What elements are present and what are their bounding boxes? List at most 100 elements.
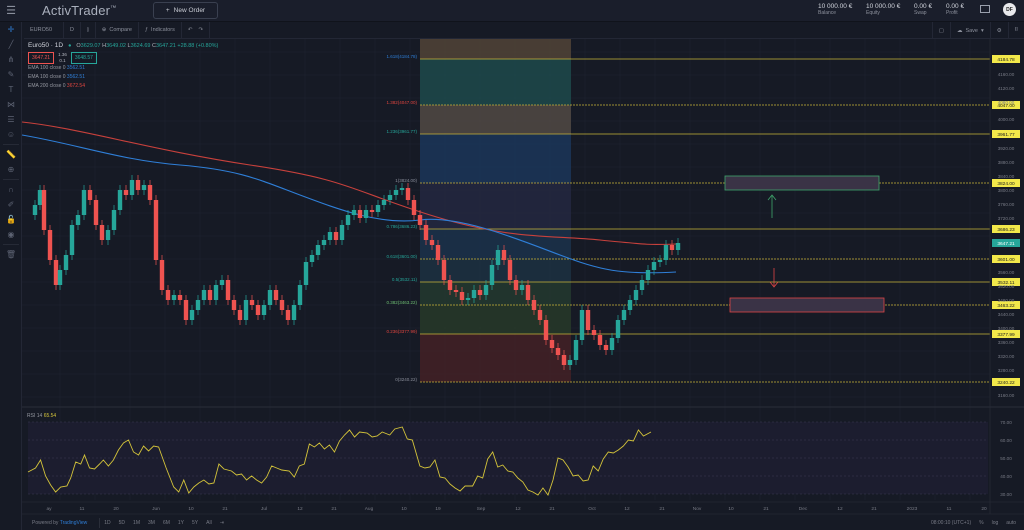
indicator-value: 3562.51: [66, 74, 85, 80]
svg-text:3880.00: 3880.00: [998, 160, 1015, 165]
indicator-value: 3672.54: [66, 83, 85, 89]
new-order-button[interactable]: + New Order: [153, 2, 218, 19]
sell-button[interactable]: 3647.21: [28, 52, 55, 64]
plus-circle-icon: ⊕: [101, 27, 107, 33]
svg-text:1(3824.00): 1(3824.00): [395, 178, 417, 183]
goto-date-icon[interactable]: ⇥: [219, 519, 224, 526]
rsi-name: RSI 14: [27, 413, 43, 419]
swap: 0.00 € Swap: [914, 3, 932, 16]
range-1d[interactable]: 1D: [104, 519, 111, 526]
save-button[interactable]: ☁ Save ▾: [949, 22, 990, 39]
logo-text: ActivTrader: [42, 3, 111, 18]
indicator-ema100-b[interactable]: EMA 100 close 0 3562.51: [28, 73, 218, 82]
svg-text:70.00: 70.00: [1000, 420, 1012, 425]
swap-value: 0.00 €: [914, 3, 933, 10]
svg-text:4120.00: 4120.00: [998, 86, 1015, 91]
chart-type-button[interactable]: ⫾: [81, 21, 96, 39]
open-label: O: [76, 42, 81, 49]
cloud-icon: ☁: [956, 27, 963, 34]
emoji-icon[interactable]: ☺: [6, 130, 16, 139]
profit[interactable]: 0.00 € Profit: [946, 3, 964, 16]
powered-by: Powered by TradingView: [32, 520, 87, 526]
range-5d[interactable]: 5D: [118, 519, 126, 526]
svg-text:3480.00: 3480.00: [998, 298, 1015, 303]
chart-legend: Euro50 · 1D ● O3629.07 H3649.02 L3624.69…: [28, 41, 218, 91]
percent-toggle[interactable]: %: [979, 519, 984, 526]
screenshot-button[interactable]: ⌷: [1007, 22, 1024, 39]
svg-text:3961.77: 3961.77: [997, 132, 1015, 138]
compare-button[interactable]: ⊕ Compare: [96, 21, 139, 39]
magnet-icon[interactable]: ∩: [8, 185, 14, 194]
svg-text:19: 19: [435, 506, 441, 512]
top-bar: ☰ ActivTrader™ + New Order 10 000.00 € B…: [0, 0, 1024, 22]
profit-label: Profit: [946, 10, 958, 16]
indicator-ema200[interactable]: EMA 200 close 0 3672.54: [28, 82, 218, 91]
hamburger-icon[interactable]: ☰: [6, 5, 16, 17]
symbol-search[interactable]: EURO50: [24, 21, 64, 39]
svg-text:3520.00: 3520.00: [998, 284, 1015, 289]
svg-text:3280.00: 3280.00: [998, 368, 1015, 373]
zoom-icon[interactable]: ⊕: [7, 165, 15, 174]
svg-text:3360.00: 3360.00: [998, 340, 1015, 345]
svg-text:3647.21: 3647.21: [997, 241, 1015, 247]
svg-text:40.00: 40.00: [1000, 474, 1012, 479]
drawing-tools-rail: ✛ ╱ ⋔ ✎ T ⋈ ☰ ☺ 📏 ⊕ ∩ ✐ 🔓 ◉ 🗑: [0, 22, 22, 530]
svg-text:Jul: Jul: [261, 506, 267, 512]
lock-icon[interactable]: 🔓: [6, 215, 16, 224]
svg-text:0.5(3532.11): 0.5(3532.11): [392, 277, 418, 282]
svg-text:3601.00: 3601.00: [997, 257, 1015, 263]
price-chart[interactable]: 1.618(4184.78) 4184.78 1.382(4047.00) 4047.…: [22, 39, 1024, 530]
draw-mode-icon[interactable]: ✐: [7, 200, 15, 209]
svg-text:11: 11: [80, 506, 85, 512]
interval-select[interactable]: D: [64, 21, 81, 39]
settings-button[interactable]: ⚙: [989, 22, 1008, 39]
indicators-button[interactable]: ƒ Indicators: [139, 21, 182, 39]
equity: 10 000.00 € Equity: [866, 3, 900, 16]
svg-text:Oct: Oct: [588, 506, 596, 512]
svg-text:12: 12: [837, 506, 843, 512]
log-toggle[interactable]: log: [991, 519, 999, 526]
svg-text:Nov: Nov: [693, 506, 702, 512]
mail-icon[interactable]: [980, 5, 990, 13]
svg-text:30.00: 30.00: [1000, 492, 1012, 497]
svg-text:2023: 2023: [907, 506, 918, 512]
fullscreen-button[interactable]: ▢: [931, 22, 950, 39]
range-1m[interactable]: 1M: [133, 519, 140, 526]
range-1y[interactable]: 1Y: [177, 519, 185, 526]
clock[interactable]: 08:00:10 (UTC+1): [930, 519, 972, 526]
svg-text:21: 21: [331, 506, 337, 512]
svg-text:11: 11: [947, 506, 952, 512]
undo-button[interactable]: ↶ ↷: [182, 21, 211, 39]
tradingview-link[interactable]: TradingView: [59, 519, 88, 526]
svg-text:12: 12: [297, 506, 303, 512]
ruler-icon[interactable]: 📏: [6, 150, 16, 159]
indicators-label: Indicators: [151, 27, 175, 33]
legend-interval: 1D: [54, 42, 64, 49]
legend-symbol: Euro50 · 1D: [28, 42, 64, 49]
svg-text:3800.00: 3800.00: [998, 188, 1015, 193]
auto-toggle[interactable]: auto: [1006, 519, 1016, 526]
crosshair-icon[interactable]: ✛: [7, 25, 15, 34]
legend-symbol-name: Euro50: [28, 42, 49, 49]
pattern-icon[interactable]: ⋈: [7, 100, 15, 109]
open-value: 3629.07: [80, 42, 101, 49]
buy-button[interactable]: 3648.57: [70, 52, 97, 64]
rsi-legend[interactable]: RSI 14 65.54: [27, 413, 56, 419]
range-all[interactable]: All: [206, 519, 212, 526]
range-3m[interactable]: 3M: [148, 519, 155, 526]
brush-icon[interactable]: ✎: [7, 70, 15, 79]
change-value: +28.88 (+0.80%): [177, 42, 219, 49]
eye-icon[interactable]: ◉: [7, 230, 15, 239]
pitchfork-icon[interactable]: ⋔: [7, 55, 15, 64]
legend-ohlc: O3629.07 H3649.02 L3624.69 C3647.21 +28.…: [76, 43, 218, 49]
trash-icon[interactable]: 🗑: [5, 250, 17, 259]
range-5y[interactable]: 5Y: [192, 519, 199, 526]
range-6m[interactable]: 6M: [162, 519, 170, 526]
fib-icon[interactable]: ☰: [7, 115, 15, 124]
indicator-ema100-a[interactable]: EMA 100 close 0 3562.51: [28, 64, 218, 73]
text-icon[interactable]: T: [8, 85, 14, 94]
trend-line-icon[interactable]: ╱: [8, 40, 14, 49]
svg-text:ay: ay: [46, 507, 52, 512]
svg-text:10: 10: [188, 506, 194, 512]
avatar[interactable]: DF: [1003, 3, 1016, 16]
